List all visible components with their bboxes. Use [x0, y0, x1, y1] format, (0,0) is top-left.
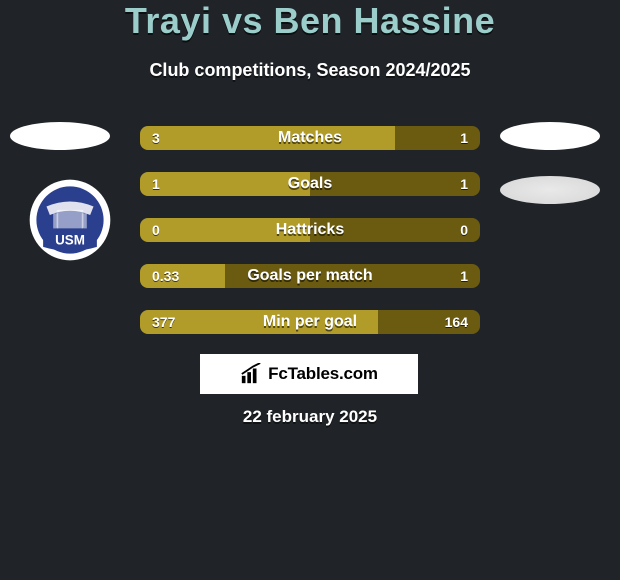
watermark: FcTables.com: [200, 354, 418, 394]
stat-value-left: 377: [140, 314, 187, 330]
player-left-name: Trayi: [125, 0, 212, 41]
stat-row: 31Matches: [140, 126, 480, 150]
stat-bar-right: 1: [310, 172, 480, 196]
stat-value-left: 0.33: [140, 268, 191, 284]
flag-right: [500, 122, 600, 150]
comparison-canvas: Trayi vs Ben Hassine Club competitions, …: [0, 0, 620, 580]
stat-row: 0.331Goals per match: [140, 264, 480, 288]
club-badge-text: USM: [55, 232, 85, 247]
watermark-text: FcTables.com: [268, 364, 378, 384]
stat-bars: 31Matches11Goals00Hattricks0.331Goals pe…: [140, 126, 480, 334]
stat-bar-right: 1: [225, 264, 480, 288]
stat-row: 377164Min per goal: [140, 310, 480, 334]
stat-value-right: 1: [448, 130, 480, 146]
date-label: 22 february 2025: [0, 407, 620, 427]
stat-value-right: 164: [433, 314, 480, 330]
stat-value-right: 1: [448, 268, 480, 284]
stat-bar-left: 377: [140, 310, 378, 334]
page-title: Trayi vs Ben Hassine: [0, 0, 620, 42]
stat-bar-right: 0: [310, 218, 480, 242]
stat-row: 00Hattricks: [140, 218, 480, 242]
stat-value-right: 1: [448, 176, 480, 192]
stat-row: 11Goals: [140, 172, 480, 196]
stat-bar-left: 3: [140, 126, 395, 150]
title-vs: vs: [211, 0, 273, 41]
subtitle: Club competitions, Season 2024/2025: [0, 60, 620, 81]
club-pill-right: [500, 176, 600, 204]
stat-value-left: 0: [140, 222, 172, 238]
stat-value-left: 3: [140, 130, 172, 146]
stat-value-left: 1: [140, 176, 172, 192]
chart-icon: [240, 363, 262, 385]
stat-bar-left: 1: [140, 172, 310, 196]
flag-left: [10, 122, 110, 150]
stat-bar-left: 0: [140, 218, 310, 242]
stat-bar-left: 0.33: [140, 264, 225, 288]
stat-value-right: 0: [448, 222, 480, 238]
stat-bar-right: 164: [378, 310, 480, 334]
player-right-name: Ben Hassine: [274, 0, 496, 41]
stat-bar-right: 1: [395, 126, 480, 150]
club-badge-svg: USM: [28, 178, 112, 262]
club-badge-left: USM: [28, 178, 112, 262]
